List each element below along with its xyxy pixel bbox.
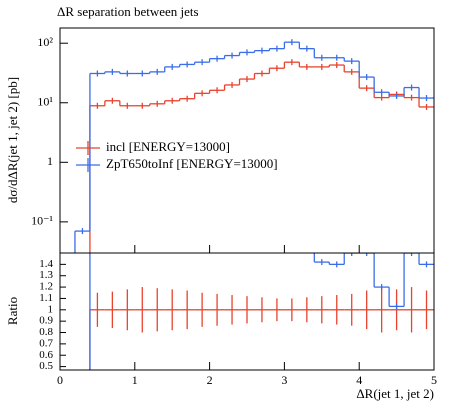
x-tick-label: 3 [281, 373, 287, 387]
ratio-tick-label: 0.9 [39, 315, 53, 327]
ratio-tick-label: 0.8 [39, 326, 53, 338]
ratio-frame [59, 252, 435, 371]
y-tick-label: 10¹ [37, 95, 53, 109]
ratio-axis-label: Ratio [5, 297, 20, 325]
x-tick-label: 2 [207, 373, 213, 387]
x-tick-label: 0 [57, 373, 63, 387]
legend-label: ZpT650toInf [ENERGY=13000] [106, 156, 278, 171]
chart-title: ΔR separation between jets [57, 4, 199, 19]
y-tick-label: 10⁻¹ [31, 214, 53, 228]
ratio-tick-label: 0.5 [39, 360, 53, 372]
legend-label: incl [ENERGY=13000] [106, 139, 230, 154]
ratio-tick-label: 1.2 [39, 281, 53, 293]
ratio-tick-label: 1.1 [39, 292, 53, 304]
main-plot [74, 39, 434, 253]
x-tick-label: 4 [356, 373, 362, 387]
y-axis-label: dσ/dΔR(jet 1, jet 2) [pb] [5, 77, 20, 203]
y-tick-label: 10² [37, 35, 53, 49]
y-tick-label: 1 [47, 154, 53, 168]
x-axis-label: ΔR(jet 1, jet 2) [356, 386, 434, 401]
ratio-tick-label: 0.7 [39, 337, 53, 349]
ratio-tick-label: 1.3 [39, 269, 53, 281]
ratio-tick-label: 1.4 [39, 258, 53, 270]
x-tick-label: 1 [132, 373, 138, 387]
x-tick-label: 5 [431, 373, 437, 387]
ratio-plot [89, 253, 434, 370]
ratio-tick-label: 0.6 [39, 349, 53, 361]
ratio-tick-label: 1 [48, 303, 54, 315]
